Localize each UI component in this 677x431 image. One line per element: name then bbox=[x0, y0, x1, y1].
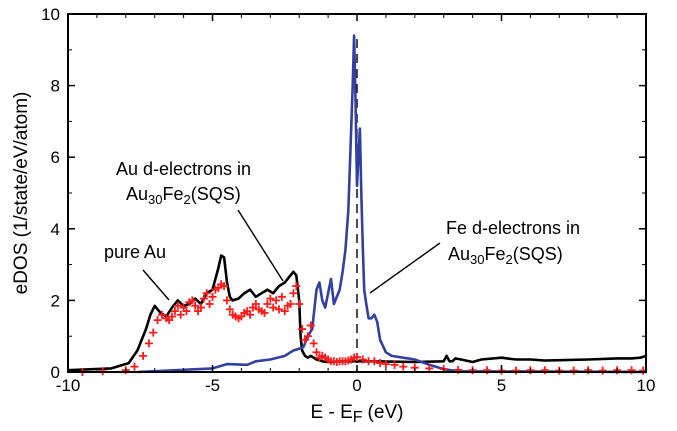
annotation-au-d-pointer bbox=[237, 209, 284, 282]
x-axis-label-sub: F bbox=[353, 409, 363, 426]
x-tick-label: -5 bbox=[205, 376, 220, 395]
au-d-marker bbox=[312, 348, 321, 357]
au-d-marker bbox=[381, 360, 390, 369]
annotation-fe-d-formula: Au30Fe2(SQS) bbox=[448, 244, 563, 267]
au-d-marker bbox=[598, 366, 607, 375]
au-d-marker bbox=[196, 303, 205, 312]
au-d-marker bbox=[272, 296, 281, 305]
au-d-marker bbox=[309, 339, 318, 348]
au-d-marker bbox=[260, 308, 269, 317]
au-d-marker bbox=[222, 296, 231, 305]
au-d-marker bbox=[306, 321, 315, 330]
au-d-marker bbox=[246, 310, 255, 319]
x-axis-label-unit: (eV) bbox=[368, 402, 404, 423]
au-d-marker bbox=[376, 359, 385, 368]
au-d-marker bbox=[199, 294, 208, 303]
series-au-d-markers bbox=[78, 280, 648, 376]
au-d-marker bbox=[263, 299, 272, 308]
au-d-marker bbox=[144, 339, 153, 348]
au-d-marker bbox=[358, 355, 367, 364]
au-d-marker bbox=[295, 299, 304, 308]
y-tick-label: 4 bbox=[51, 220, 60, 239]
au-d-marker bbox=[353, 352, 361, 361]
au-d-marker bbox=[269, 303, 278, 312]
annotation-pure-au: pure Au bbox=[104, 242, 166, 262]
au-d-marker bbox=[251, 299, 260, 308]
au-d-marker bbox=[153, 316, 162, 325]
x-tick-label: -10 bbox=[56, 376, 81, 395]
au-d-marker bbox=[205, 299, 214, 308]
y-tick-label: 2 bbox=[51, 291, 60, 310]
au-d-marker bbox=[277, 292, 286, 301]
au-d-marker bbox=[540, 366, 549, 375]
au-d-marker bbox=[483, 366, 492, 375]
au-d-marker bbox=[130, 362, 139, 371]
y-axis-label: eDOS (1/state/eV/atom) bbox=[11, 92, 32, 295]
au-d-marker bbox=[370, 357, 379, 366]
x-axis-label-main: E - E bbox=[311, 402, 353, 423]
annotation-pure-au-pointer bbox=[142, 269, 170, 301]
au-d-marker bbox=[202, 289, 211, 298]
au-d-marker bbox=[170, 307, 179, 316]
x-tick-label: 5 bbox=[497, 376, 506, 395]
au-d-marker bbox=[149, 328, 158, 337]
y-tick-label: 8 bbox=[51, 77, 60, 96]
au-d-marker bbox=[157, 310, 166, 319]
annotation-fe-d-pointer bbox=[369, 242, 441, 294]
au-d-marker bbox=[303, 332, 312, 341]
au-d-marker bbox=[289, 289, 298, 298]
au-d-marker bbox=[569, 366, 578, 375]
au-d-marker bbox=[511, 366, 520, 375]
au-d-marker bbox=[188, 296, 197, 305]
au-d-marker bbox=[173, 301, 182, 310]
au-d-marker bbox=[168, 312, 177, 321]
y-tick-label: 0 bbox=[51, 363, 60, 382]
y-tick-label: 10 bbox=[41, 5, 60, 24]
au-d-marker bbox=[182, 307, 191, 316]
y-tick-label: 6 bbox=[51, 148, 60, 167]
annotation-fe-d-line1: Fe d-electrons in bbox=[446, 218, 580, 238]
au-d-marker bbox=[399, 362, 408, 371]
x-tick-label: 10 bbox=[637, 376, 656, 395]
au-d-marker bbox=[191, 301, 200, 310]
annotation-au-d-line1: Au d-electrons in bbox=[116, 159, 251, 179]
au-d-marker bbox=[139, 351, 148, 360]
x-tick-label: 0 bbox=[352, 376, 361, 395]
annotation-au-d-formula: Au30Fe2(SQS) bbox=[126, 184, 241, 207]
au-d-marker bbox=[176, 310, 185, 319]
series-pure-au-line bbox=[67, 254, 647, 372]
series-fe-d-line bbox=[137, 34, 647, 374]
au-d-marker bbox=[280, 307, 289, 316]
au-d-marker bbox=[266, 294, 275, 303]
au-d-marker bbox=[390, 360, 399, 369]
au-d-marker bbox=[208, 292, 217, 301]
au-d-marker bbox=[225, 305, 234, 314]
au-d-marker bbox=[274, 305, 283, 314]
au-d-marker bbox=[298, 325, 307, 334]
au-d-marker bbox=[286, 299, 295, 308]
au-d-marker bbox=[220, 282, 229, 291]
x-axis-label: E - EF (eV) bbox=[311, 402, 404, 426]
au-d-marker bbox=[292, 282, 301, 291]
